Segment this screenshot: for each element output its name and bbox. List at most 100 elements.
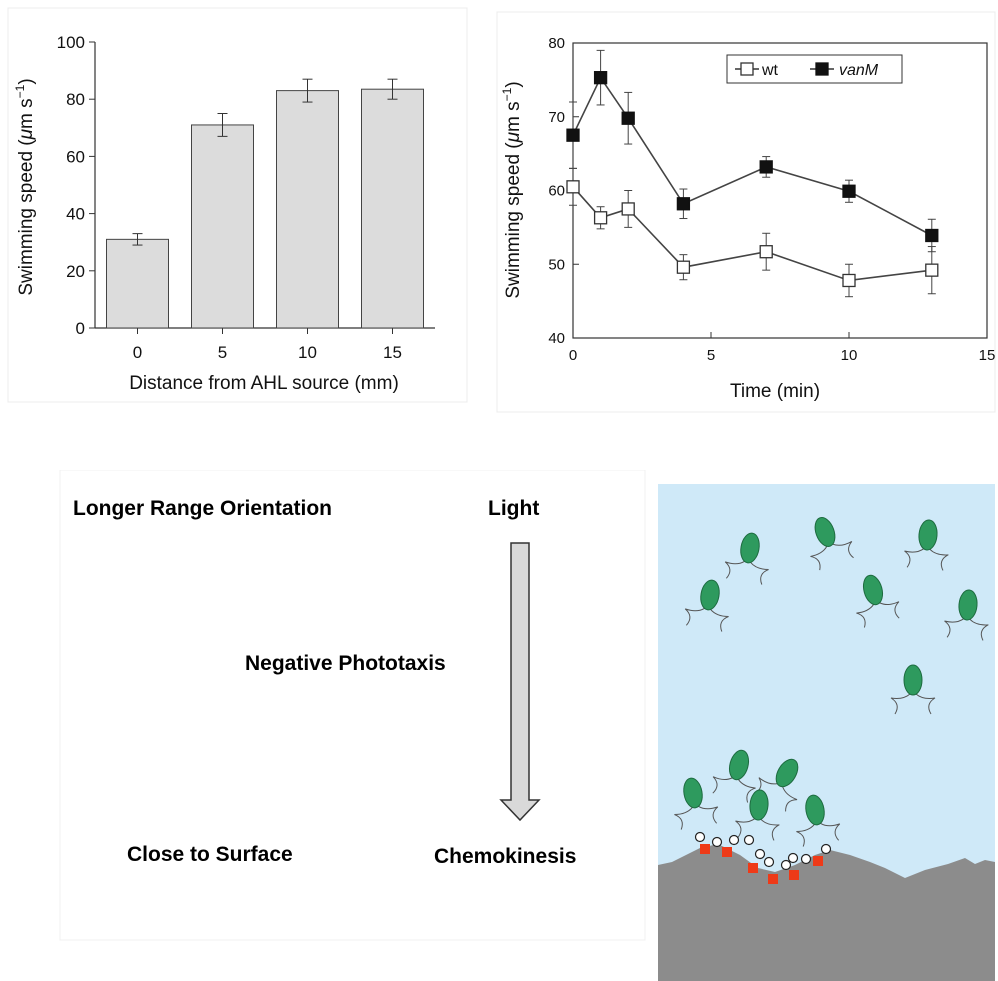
- flagellum-right: [915, 693, 936, 715]
- cell-body: [862, 574, 884, 606]
- chart2-x-tick-label: 0: [569, 347, 577, 364]
- flagellum-right: [737, 779, 756, 803]
- cell-body: [814, 517, 836, 547]
- algae-cell: [944, 589, 989, 641]
- algae-cell: [724, 532, 769, 585]
- flagellum-left: [904, 548, 925, 568]
- chart2-y-tick-label: 40: [548, 330, 565, 347]
- chemical-circle: [763, 856, 775, 868]
- series-vanM-point: [842, 184, 856, 198]
- chart1-x-tick-label: 15: [383, 343, 402, 362]
- algae-cell: [735, 789, 780, 841]
- chart2-x-tick-label: 5: [707, 347, 715, 364]
- algae-cell: [810, 517, 854, 571]
- chart2-y-tick-label: 50: [548, 256, 565, 273]
- flagellum-right: [832, 540, 854, 559]
- chart1-x-tick-label: 5: [218, 343, 227, 362]
- diagram-text-panel-border: [59, 470, 646, 941]
- chemical-circle: [780, 859, 792, 871]
- scene-panel: [658, 484, 995, 981]
- legend-wt-marker: [740, 62, 754, 76]
- line-chart: 0 5 10 15 40 50 60 70 80 wt vanM Time (min) Swim…: [496, 11, 996, 413]
- chart2-y-tick-label: 60: [548, 183, 565, 200]
- chart1-bar: [361, 88, 424, 329]
- chart1-y-tick-label: 40: [66, 205, 85, 224]
- chart1-bar: [106, 238, 169, 329]
- chart2-x-tick-label: 10: [841, 347, 858, 364]
- flagellum-left: [796, 823, 815, 847]
- flagellum-right: [820, 822, 841, 841]
- cell-body: [958, 589, 978, 621]
- chart1-x-axis-title: Distance from AHL source (mm): [129, 373, 399, 394]
- chemical-square: [748, 863, 758, 873]
- cell-body: [903, 664, 923, 696]
- series-wt-point: [842, 273, 856, 288]
- flagellum-right: [760, 818, 780, 841]
- bar-chart: 0 20 40 60 80 100 0 5 10 15 Distance from AHL sou…: [7, 7, 468, 403]
- flagellum-left: [890, 693, 911, 715]
- algae-cell: [890, 664, 936, 715]
- legend-vanm-label: vanM: [839, 62, 879, 79]
- chart1-bar: [276, 90, 339, 329]
- flagellum-left: [944, 618, 965, 638]
- flagellum-left: [684, 607, 705, 626]
- chart1-border: [7, 7, 468, 403]
- chart2-x-axis-title: Time (min): [730, 381, 820, 402]
- flagellum-left: [856, 604, 875, 628]
- chart1-y-axis-title: Swimming speed (μm s−1): [13, 78, 37, 295]
- legend-vanm-marker: [815, 62, 829, 76]
- series-vanM-point: [621, 111, 635, 125]
- chart2-y-tick-label: 80: [548, 35, 565, 52]
- cell-body: [683, 777, 703, 809]
- label-close-to-surface: Close to Surface: [127, 843, 293, 866]
- chart1-x-tick-label: 10: [298, 343, 317, 362]
- cell-body: [740, 532, 760, 564]
- chemical-circle: [820, 843, 832, 855]
- chemical-square: [722, 847, 732, 857]
- algae-cell: [684, 579, 729, 632]
- flagellum-left: [735, 818, 756, 838]
- algae-cell: [856, 574, 900, 628]
- flagellum-right: [698, 805, 719, 824]
- algae-cell: [904, 519, 949, 571]
- chemical-circle: [711, 836, 723, 848]
- chart1-bars: [106, 78, 424, 329]
- cell-body: [749, 789, 769, 821]
- series-wt-point: [593, 211, 608, 225]
- chart2-plot-frame: [572, 42, 988, 339]
- cell-body: [728, 749, 750, 781]
- flagellum-left: [674, 806, 693, 830]
- series-vanM-point: [593, 71, 608, 85]
- chemical-circle: [754, 848, 766, 860]
- label-longer-range-orientation: Longer Range Orientation: [73, 497, 332, 520]
- algae-cells: [674, 517, 989, 847]
- chemical-square: [789, 870, 799, 880]
- label-light: Light: [488, 497, 539, 520]
- chart2-series: [566, 49, 939, 298]
- chemical-markers: [694, 831, 832, 884]
- flagellum-left: [712, 776, 733, 794]
- rough-surface: [658, 844, 995, 981]
- series-wt-point: [676, 260, 691, 274]
- chart2-axes: [572, 42, 988, 339]
- chart2-border: [496, 11, 996, 413]
- chemical-square: [768, 874, 778, 884]
- chart1-x-tick-label: 0: [133, 343, 142, 362]
- series-vanM-point: [566, 128, 580, 142]
- legend-wt-label: wt: [761, 62, 779, 79]
- series-vanM-point: [759, 160, 773, 174]
- algae-cell: [796, 794, 841, 847]
- cell-body: [700, 579, 720, 611]
- chart2-x-tick-label: 15: [979, 347, 996, 364]
- chart1-y-tick-label: 60: [66, 147, 85, 166]
- chart1-bar: [191, 124, 254, 329]
- chart1-y-tick-label: 80: [66, 90, 85, 109]
- series-wt-point: [759, 245, 773, 259]
- chemical-circle: [800, 853, 812, 865]
- series-wt-line: [572, 186, 932, 282]
- flagellum-left: [810, 545, 828, 571]
- cell-body: [775, 758, 799, 788]
- chart1-tick-labels: 0 20 40 60 80 100 0 5 10 15: [57, 33, 402, 362]
- flagellum-right: [879, 601, 900, 619]
- cell-body: [805, 794, 825, 826]
